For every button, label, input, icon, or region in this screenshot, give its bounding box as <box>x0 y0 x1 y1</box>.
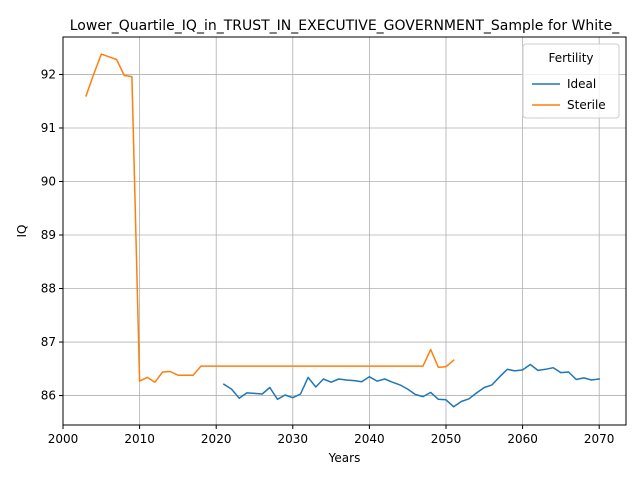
y-tick-label: 91 <box>41 121 56 135</box>
series-line-sterile <box>85 53 455 383</box>
plot-frame <box>62 36 627 426</box>
x-tick-label: 2040 <box>354 432 385 446</box>
y-tick-label: 88 <box>41 282 56 296</box>
legend-title: Fertility <box>548 51 593 65</box>
x-tick-label: 2010 <box>124 432 155 446</box>
y-axis-ticks: 86 87 88 89 90 91 92 <box>41 67 63 403</box>
x-tick-label: 2000 <box>48 432 79 446</box>
x-tick-label: 2030 <box>278 432 309 446</box>
series-lines <box>85 53 601 408</box>
legend-label-sterile: Sterile <box>567 98 606 112</box>
legend: Fertility Ideal Sterile <box>522 43 620 119</box>
legend-box <box>522 43 620 119</box>
x-tick-label: 2050 <box>431 432 462 446</box>
x-tick-label: 2060 <box>507 432 538 446</box>
y-tick-label: 87 <box>41 335 56 349</box>
y-tick-label: 86 <box>41 389 56 403</box>
x-axis-ticks: 2000 2010 2020 2030 2040 2050 2060 2070 <box>48 425 615 446</box>
y-tick-label: 90 <box>41 174 56 188</box>
legend-label-ideal: Ideal <box>567 77 596 91</box>
y-tick-label: 92 <box>41 67 56 81</box>
x-axis-label: Years <box>328 451 361 465</box>
series-line-ideal <box>222 363 601 408</box>
x-tick-label: 2020 <box>201 432 232 446</box>
x-tick-label: 2070 <box>584 432 615 446</box>
y-tick-label: 89 <box>41 228 56 242</box>
y-axis-label: IQ <box>15 225 29 238</box>
chart-title: Lower_Quartile_IQ_in_TRUST_IN_EXECUTIVE_… <box>70 18 620 34</box>
